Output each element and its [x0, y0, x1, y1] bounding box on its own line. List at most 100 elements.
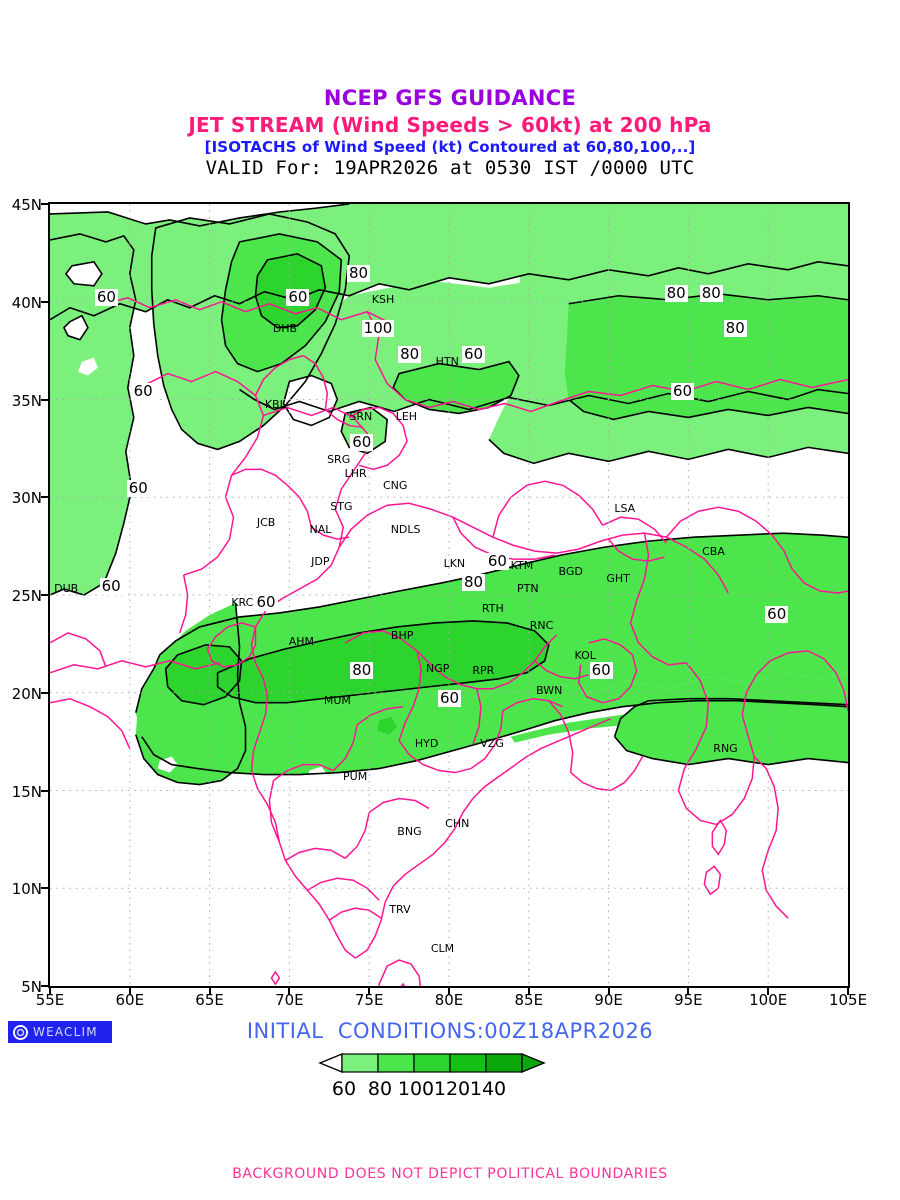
y-axis-tick-mark	[41, 496, 48, 499]
city-label-rng: RNG	[713, 742, 738, 756]
colorbar-swatch	[413, 1053, 451, 1073]
contour-value-label: 60	[765, 604, 789, 623]
contour-value-label: 60	[671, 381, 695, 400]
city-label-trv: TRV	[389, 902, 411, 916]
disclaimer-text: BACKGROUND DOES NOT DEPICT POLITICAL BOU…	[232, 1166, 668, 1182]
contour-value-label: 80	[347, 264, 371, 283]
y-axis-tick-label: 20N	[11, 684, 42, 703]
colorbar-swatch	[341, 1053, 379, 1073]
weaclim-logo-badge[interactable]: WEACLIM	[8, 1021, 112, 1043]
y-axis-tick-label: 45N	[11, 196, 42, 214]
x-axis-tick-mark	[847, 988, 849, 995]
initial-conditions-label: INITIAL CONDITIONS:00Z18APR2026	[246, 1019, 654, 1043]
x-axis-tick-label: 55E	[35, 991, 65, 1009]
colorbar-swatch	[485, 1053, 523, 1073]
contour-value-label: 80	[723, 319, 747, 338]
contour-value-label: 60	[461, 344, 486, 363]
y-axis-tick-label: 30N	[11, 489, 42, 508]
city-label-krc: KRC	[231, 595, 254, 609]
x-axis-tick-label: 105E	[828, 991, 868, 1009]
city-label-chn: CHN	[445, 816, 470, 830]
y-axis-tick-mark	[41, 594, 48, 596]
city-label-pum: PUM	[343, 769, 368, 783]
city-label-ngp: NGP	[426, 662, 450, 676]
x-axis-tick-mark	[288, 988, 291, 995]
contour-value-label: 60	[94, 287, 118, 306]
contour-value-label: 80	[461, 573, 486, 592]
colorbar-tick-label: 120	[433, 1078, 471, 1100]
x-axis-tick-label: 90E	[594, 991, 623, 1009]
isotachs-description: [ISOTACHS of Wind Speed (kt) Contoured a…	[204, 138, 696, 156]
map-plot-area: 80 60 60 80 80 80 100 80 60 60 60 60 60 60 80 60 60 60 80 6…	[48, 202, 850, 988]
city-label-ktm: KTM	[510, 558, 534, 572]
city-label-bng: BNG	[397, 824, 422, 838]
x-axis-tick-mark	[49, 988, 51, 995]
x-axis-tick-mark	[527, 988, 530, 995]
y-axis-tick-label: 35N	[11, 391, 42, 410]
x-axis-tick-label: 95E	[674, 991, 703, 1009]
contour-value-label: 60	[99, 577, 123, 596]
city-label-ndls: NDLS	[390, 523, 421, 537]
city-label-dub: DUB	[54, 582, 79, 596]
x-axis-tick-label: 60E	[115, 991, 145, 1009]
contour-value-label: 60	[589, 661, 613, 680]
y-axis-tick-label: 25N	[11, 587, 42, 605]
colorbar-swatch	[377, 1053, 415, 1073]
colorbar-tick-label: 60	[331, 1078, 357, 1100]
x-axis-tick-mark	[767, 988, 770, 995]
colorbar-low-arrow	[318, 1052, 343, 1074]
city-label-lhr: LHR	[344, 466, 367, 480]
contour-value-label: 80	[350, 661, 374, 680]
city-label-htn: HTN	[435, 355, 459, 369]
colorbar-swatches	[318, 1052, 546, 1074]
city-label-ptn: PTN	[517, 582, 539, 596]
colorbar-swatch	[449, 1053, 487, 1073]
y-axis-tick-mark	[41, 691, 48, 694]
contour-value-label: 60	[350, 432, 374, 451]
city-label-nal: NAL	[309, 523, 332, 537]
y-axis-tick-label: 15N	[11, 782, 42, 801]
y-axis-tick-mark	[41, 789, 48, 792]
city-label-srn: SRN	[349, 410, 373, 424]
page-title: NCEP GFS GUIDANCE	[323, 86, 577, 110]
y-axis-tick-mark	[41, 985, 48, 987]
x-axis-tick-mark	[607, 988, 610, 995]
city-label-cng: CNG	[382, 478, 408, 492]
x-axis-tick-label: 85E	[514, 991, 544, 1009]
x-axis-tick-label: 80E	[434, 991, 464, 1009]
x-axis-tick-mark	[448, 988, 450, 995]
city-label-mum: MUM	[323, 693, 351, 707]
contour-value-label: 60	[485, 551, 509, 570]
contour-value-label: 80	[664, 283, 688, 302]
city-label-kbl: KBL	[264, 398, 286, 412]
city-label-bwn: BWN	[536, 683, 563, 697]
x-axis-tick-mark	[128, 988, 131, 995]
colorbar-tick-label: 140	[469, 1078, 507, 1100]
city-label-lsa: LSA	[614, 501, 636, 515]
contour-value-label: 60	[286, 287, 310, 306]
contour-value-label: 80	[699, 283, 723, 302]
city-label-jdp: JDP	[311, 554, 330, 568]
city-label-lkn: LKN	[443, 556, 466, 570]
valid-time-label: VALID For: 19APR2026 at 0530 IST /0000 U…	[205, 157, 695, 179]
city-label-dhb: DHB	[272, 322, 298, 336]
contour-value-label: 80	[398, 344, 422, 363]
x-axis-tick-label: 75E	[354, 991, 384, 1009]
city-label-clm: CLM	[430, 941, 455, 955]
city-label-kol: KOL	[574, 648, 596, 662]
contour-value-label: 60	[126, 479, 150, 498]
x-axis-tick-mark	[368, 988, 371, 995]
x-axis-tick-label: 100E	[749, 991, 788, 1009]
weaclim-label: WEACLIM	[33, 1025, 98, 1039]
city-label-hyd: HYD	[414, 736, 439, 750]
city-label-vzg: VZG	[480, 736, 504, 750]
city-label-ksh: KSH	[371, 292, 395, 306]
chart-subtitle: JET STREAM (Wind Speeds > 60kt) at 200 h…	[188, 113, 712, 137]
city-label-bgd: BGD	[558, 564, 583, 578]
city-label-rpr: RPR	[472, 664, 495, 678]
x-axis-tick-mark	[208, 988, 211, 995]
city-label-bhp: BHP	[390, 629, 414, 643]
city-label-stg: STG	[330, 500, 353, 514]
y-axis-tick-label: 5N	[21, 978, 42, 996]
x-axis-tick-mark	[687, 988, 690, 995]
